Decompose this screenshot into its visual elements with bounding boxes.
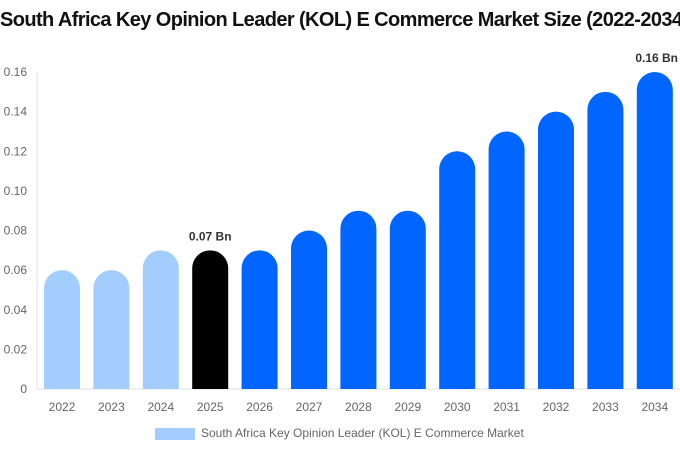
bar-2032 (538, 111, 574, 389)
y-tick-label: 0.08 (4, 224, 28, 238)
x-tick-label: 2026 (246, 400, 273, 414)
x-tick-label: 2027 (296, 400, 323, 414)
x-tick-label: 2034 (641, 400, 668, 414)
y-tick-label: 0.12 (4, 144, 28, 158)
bar-2034 (636, 72, 673, 389)
x-tick-label: 2031 (493, 400, 520, 414)
x-tick-label: 2022 (49, 400, 76, 414)
bar-2027 (291, 230, 327, 389)
x-tick-label: 2029 (394, 400, 421, 414)
y-tick-label: 0.16 (4, 65, 28, 79)
x-tick-label: 2033 (592, 400, 619, 414)
x-tick-label: 2023 (98, 400, 125, 414)
bar-2033 (587, 91, 624, 389)
bar-2029 (389, 210, 426, 389)
y-tick-label: 0.14 (4, 105, 28, 119)
bar-2023 (93, 270, 130, 389)
legend-swatch (155, 428, 195, 440)
bar-2024 (142, 250, 179, 389)
bar-2031 (488, 131, 525, 390)
bar-2026 (241, 250, 278, 389)
legend-label: South Africa Key Opinion Leader (KOL) E … (201, 426, 524, 440)
chart-title: South Africa Key Opinion Leader (KOL) E … (0, 9, 680, 31)
y-tick-label: 0.04 (4, 303, 28, 317)
y-tick-label: 0 (20, 382, 27, 396)
x-tick-label: 2024 (147, 400, 174, 414)
y-tick-label: 0.10 (4, 184, 28, 198)
y-tick-label: 0.06 (4, 263, 28, 277)
x-tick-label: 2030 (444, 400, 471, 414)
bar-2030 (439, 151, 476, 389)
x-tick-label: 2032 (543, 400, 570, 414)
x-tick-label: 2025 (197, 400, 224, 414)
x-tick-label: 2028 (345, 400, 372, 414)
data-label-2025: 0.07 Bn (189, 229, 232, 243)
bar-2028 (340, 210, 377, 389)
bar-2022 (44, 270, 80, 389)
y-tick-label: 0.02 (4, 342, 28, 356)
data-label-2034: 0.16 Bn (635, 51, 678, 65)
bar-2025 (192, 250, 229, 389)
